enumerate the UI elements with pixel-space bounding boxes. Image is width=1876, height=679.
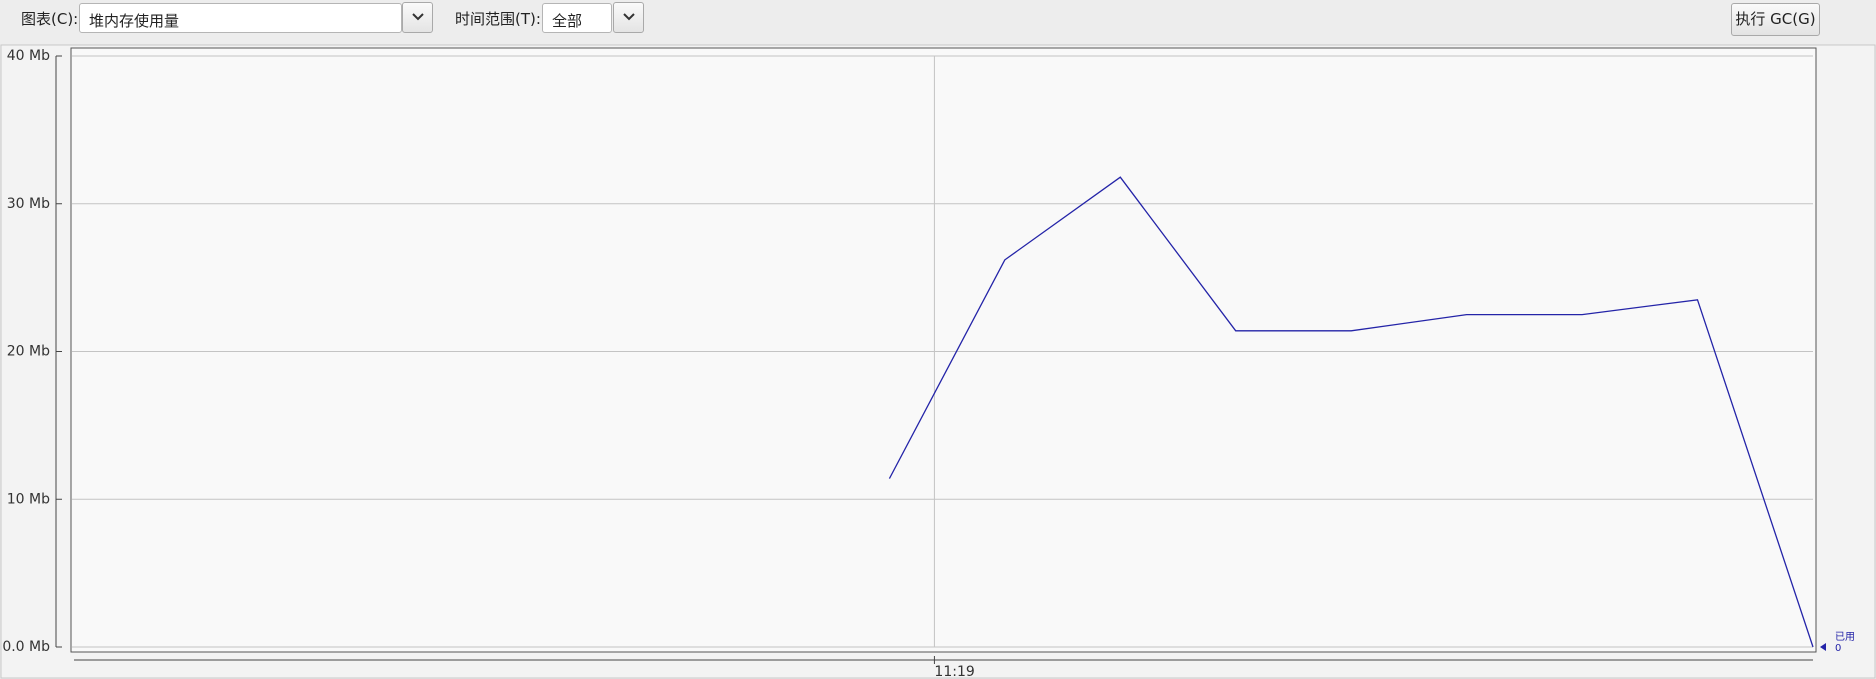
chart-label: 图表(C): [21,10,79,28]
y-tick-label: 10 Mb [7,491,50,507]
gc-button[interactable]: 执行 GC(G) [1731,3,1820,36]
legend-marker [1820,643,1826,651]
range-dropdown[interactable] [613,2,644,33]
y-tick-label: 30 Mb [7,196,50,212]
y-tick-label: 40 Mb [7,48,50,64]
chart: 0.0 Mb 10 Mb 20 Mb 30 Mb 40 Mb 11:19 已用0 [0,44,1876,679]
legend-label: 已用 [1835,632,1855,643]
current-value: 0 [1835,643,1841,654]
range-label: 时间范围(T): [455,10,541,28]
line-series [888,176,1814,648]
range-combo[interactable]: 全部 [542,3,612,33]
y-tick-label: 20 Mb [7,344,50,360]
plot-area [70,47,1817,653]
chart-combo[interactable]: 堆内存使用量 [79,3,402,33]
x-tick-label: 11:19 [934,664,974,679]
chart-dropdown[interactable] [402,2,433,33]
y-tick-label: 0.0 Mb [2,639,50,655]
